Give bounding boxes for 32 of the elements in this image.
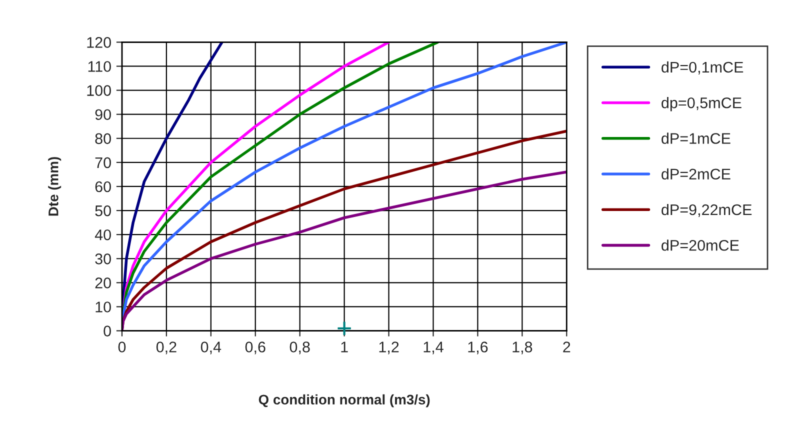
legend-label: dP=0,1mCE [662, 61, 744, 74]
x-tick-label: 0,4 [200, 342, 222, 354]
x-tick-label: 1,4 [424, 342, 444, 354]
y-tick-label: 50 [95, 205, 111, 216]
legend-label: dP=9,22mCE [662, 204, 752, 217]
y-tick-label: 40 [94, 229, 111, 240]
y-tick-label: 90 [95, 109, 111, 120]
x-tick-label: 2 [563, 342, 570, 352]
y-tick-label: 80 [95, 133, 111, 144]
x-tick-label: 1,2 [379, 342, 399, 354]
y-tick-label: 10 [96, 302, 111, 312]
x-tick-label: 0 [118, 342, 126, 352]
x-tick-label: 0,2 [156, 342, 176, 354]
y-tick-label: 120 [87, 37, 111, 48]
x-axis-title: Q condition normal (m3/s) [258, 394, 430, 408]
x-tick-label: 1 [341, 342, 348, 352]
legend-label: dP=1mCE [662, 132, 730, 144]
x-tick-label: 1,6 [468, 342, 488, 354]
y-tick-label: 110 [88, 61, 111, 72]
x-tick-label: 0,8 [290, 342, 310, 354]
y-tick-label: 0 [104, 326, 111, 336]
legend-label: dp=0,5mCE [662, 97, 742, 112]
legend-label: dP=2mCE [662, 168, 730, 180]
x-tick-label: 0,6 [245, 342, 266, 354]
y-tick-label: 70 [95, 157, 111, 168]
legend-label: dP=20mCE [662, 240, 739, 251]
y-tick-label: 30 [95, 254, 111, 264]
x-tick-label: 1,8 [512, 342, 532, 354]
y-axis-title: Dte (mm) [48, 157, 62, 216]
y-tick-label: 60 [95, 181, 111, 192]
y-tick-label: 100 [87, 85, 111, 96]
y-tick-label: 20 [95, 278, 111, 288]
